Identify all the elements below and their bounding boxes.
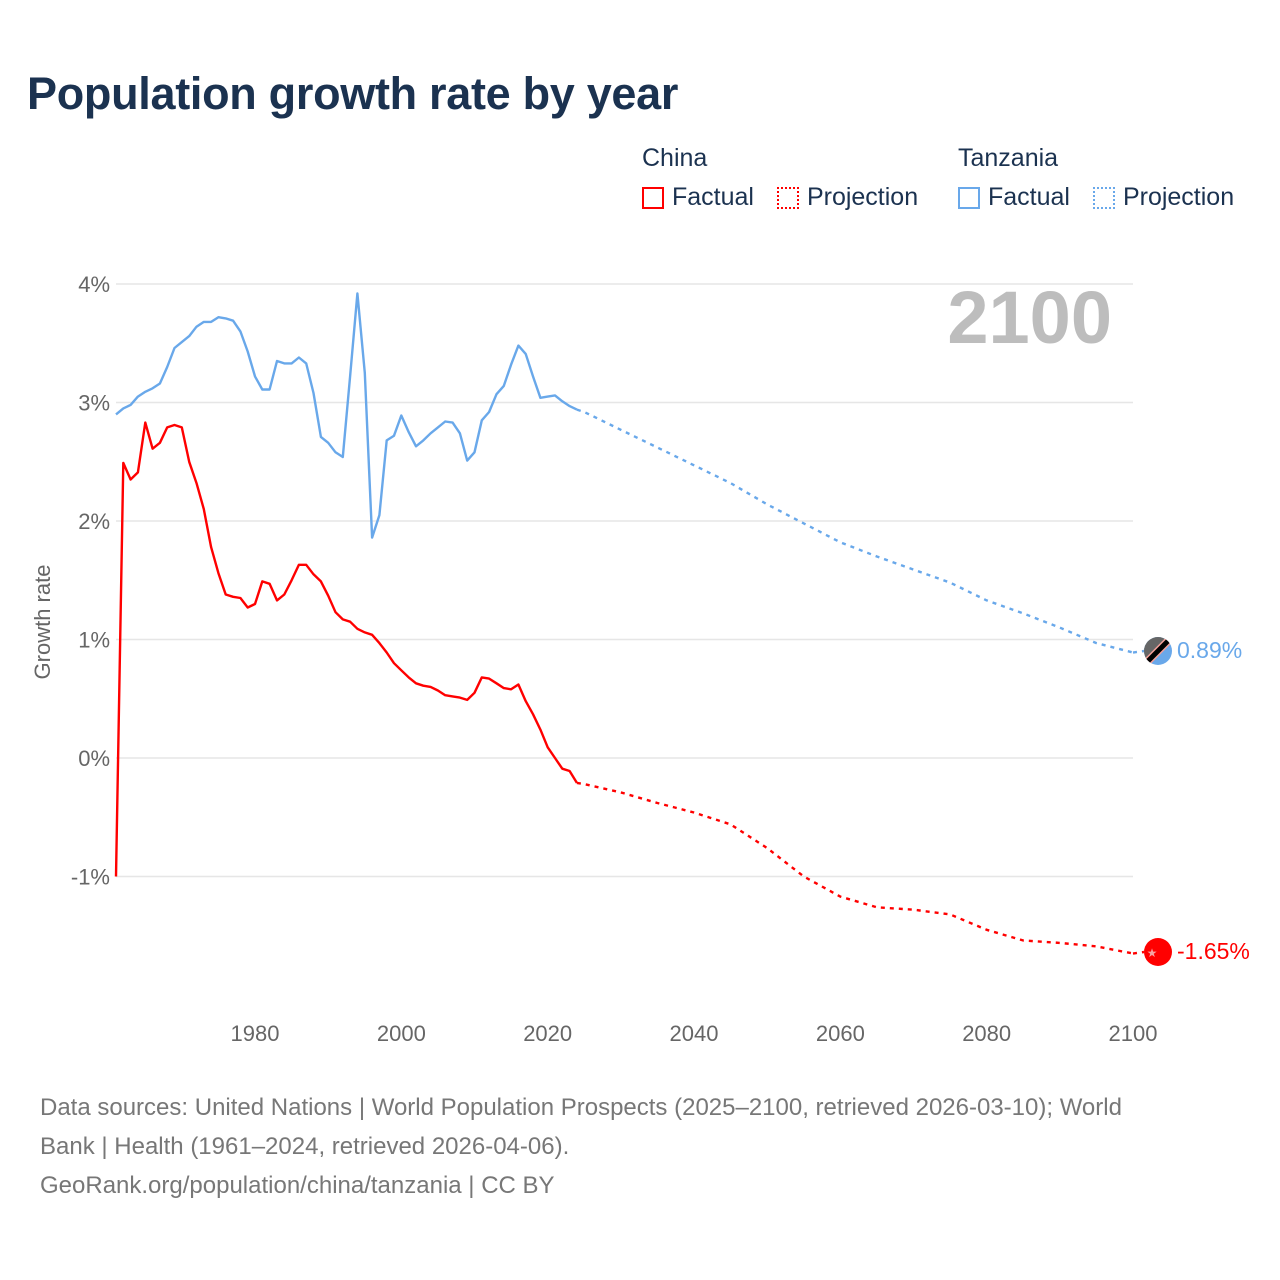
legend-label: Projection	[806, 183, 919, 211]
source-line: Bank | Health (1961–2024, retrieved 2026…	[40, 1133, 570, 1160]
y-tick-label: -1%	[71, 865, 110, 890]
legend-label: Projection	[1122, 183, 1235, 211]
source-line: Data sources: United Nations | World Pop…	[40, 1094, 1122, 1121]
china-factual-line[interactable]	[114, 421, 578, 877]
legend-tanzania-factual[interactable]: Factual	[958, 183, 1070, 212]
china-end-connector	[1132, 950, 1145, 955]
legend-swatch-solid	[958, 186, 980, 209]
tanzania-end-value: 0.89%	[1177, 637, 1242, 663]
legend-label: Factual	[988, 183, 1070, 211]
chart-area: 4% 3% 2% 1% 0% -1% 1980 2000 2020 2040 2060 2080 210…	[30, 272, 1250, 1046]
china-flag-icon	[1144, 938, 1172, 966]
chart-title: Population growth rate by year	[27, 68, 679, 119]
legend-group-name: Tanzania	[958, 144, 1059, 172]
footer-sources: Data sources: United Nations | World Pop…	[40, 1088, 1122, 1205]
y-tick-label: 3%	[78, 391, 110, 416]
attribution-link[interactable]: GeoRank.org/population/china/tanzania | …	[40, 1172, 555, 1199]
legend-label: Factual	[672, 183, 754, 211]
legend-china: China Factual Projection	[642, 144, 934, 216]
y-tick-label: 0%	[78, 746, 110, 771]
y-tick-label: 1%	[78, 628, 110, 653]
x-tick-label: 2080	[962, 1021, 1011, 1046]
x-tick-label: 2040	[670, 1021, 719, 1046]
legend-swatch-dotted	[1092, 186, 1115, 209]
year-indicator: 2100	[947, 276, 1112, 359]
tanzania-end-connector	[1132, 649, 1145, 654]
legend-swatch-solid	[642, 186, 664, 209]
y-tick-label: 2%	[78, 509, 110, 534]
china-end-value: -1.65%	[1177, 938, 1250, 964]
china-end-marker: ★ -1.65%	[1144, 938, 1250, 966]
x-tick-label: 2100	[1109, 1021, 1158, 1046]
legend-tanzania: Tanzania Factual Projection	[958, 144, 1234, 216]
tanzania-factual-line[interactable]	[115, 292, 578, 539]
y-axis-label: Growth rate	[30, 565, 55, 680]
y-tick-label: 4%	[78, 272, 110, 297]
legend-group-name: China	[642, 144, 708, 172]
tanzania-end-marker: 0.89%	[1144, 637, 1242, 665]
x-tick-label: 2060	[816, 1021, 865, 1046]
legend-china-projection[interactable]: Projection	[776, 183, 919, 212]
china-projection-line[interactable]	[576, 781, 1134, 955]
tanzania-flag-icon	[1144, 637, 1172, 665]
legend-china-factual[interactable]: Factual	[642, 183, 754, 212]
x-tick-label: 2000	[377, 1021, 426, 1046]
x-tick-label: 2020	[523, 1021, 572, 1046]
tanzania-projection-line[interactable]	[576, 408, 1134, 654]
x-tick-label: 1980	[231, 1021, 280, 1046]
legend-swatch-dotted	[776, 186, 799, 209]
legend-tanzania-projection[interactable]: Projection	[1092, 183, 1235, 212]
star-icon: ★	[1147, 946, 1158, 960]
